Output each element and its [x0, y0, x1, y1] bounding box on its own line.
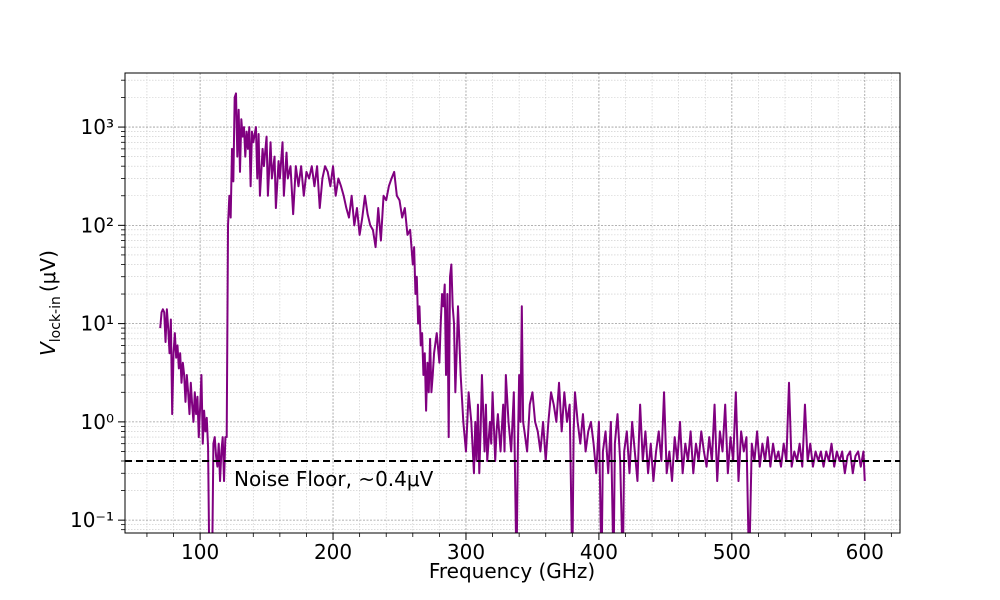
plot-area	[125, 92, 900, 533]
x-tick-label: 300	[447, 540, 485, 564]
x-tick-label: 600	[846, 540, 884, 564]
x-tick-label: 200	[314, 540, 352, 564]
data-line	[159, 92, 866, 533]
y-tick-label: 10³	[81, 115, 114, 139]
x-axis-label: Frequency (GHz)	[429, 559, 595, 583]
axes-frame	[124, 72, 901, 534]
x-tick-label: 500	[713, 540, 751, 564]
y-label-unit: (μV)	[36, 250, 60, 292]
y-label-symbol: V	[36, 341, 60, 356]
y-tick-label: 10⁻¹	[70, 508, 114, 532]
ticks: 100 200 300 400 500 600 10⁻¹ 10⁰ 10¹ 10² 10³	[70, 79, 892, 564]
annotation-label: Noise Floor, ~0.4μV	[234, 467, 434, 491]
y-tick-label: 10⁰	[81, 410, 114, 434]
x-tick-label: 100	[181, 540, 219, 564]
y-tick-label: 10¹	[81, 312, 114, 336]
y-tick-label: 10²	[81, 213, 114, 237]
x-tick-label: 400	[580, 540, 618, 564]
y-axis-label: Vlock-in (μV)	[36, 250, 64, 356]
y-label-subscript: lock-in	[48, 296, 64, 342]
grid	[125, 73, 900, 533]
